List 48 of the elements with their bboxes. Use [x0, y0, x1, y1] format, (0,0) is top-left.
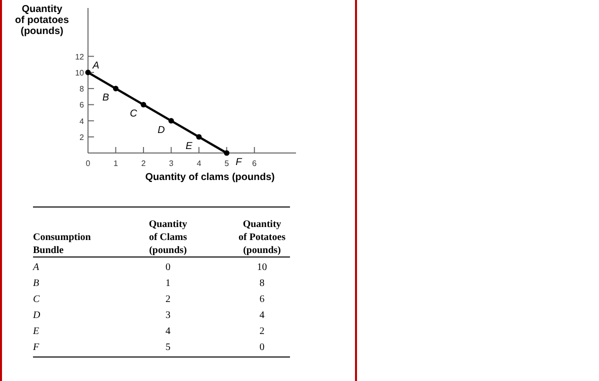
- data-label: 10: [257, 262, 267, 273]
- data-label: 0: [260, 342, 264, 353]
- point: [196, 134, 202, 140]
- data-label: 6: [260, 294, 264, 305]
- data-label: 2: [260, 326, 264, 337]
- annotation: D: [158, 124, 165, 136]
- data-label: 2: [166, 294, 170, 305]
- category-label: C: [33, 294, 40, 305]
- data-label: 5: [166, 342, 170, 353]
- data-label: 0: [166, 262, 170, 273]
- x-tick-label: 3: [168, 159, 174, 168]
- point: [85, 70, 91, 76]
- text: Quantity of Clams (pounds): [148, 219, 188, 256]
- x-tick-label: 1: [114, 159, 119, 168]
- y-tick-label: 2: [80, 132, 85, 142]
- y-tick-label: 10: [75, 68, 85, 78]
- annotation: A: [92, 60, 100, 72]
- annotation: F: [236, 157, 243, 168]
- point: [140, 102, 146, 108]
- category-label: D: [32, 310, 41, 321]
- data-label: 4: [166, 326, 170, 337]
- x-axis-title: Quantity of clams (pounds): [145, 172, 275, 183]
- category-label: E: [32, 326, 40, 337]
- category-label: A: [32, 262, 40, 273]
- annotation: C: [130, 108, 138, 120]
- point: [224, 150, 230, 156]
- y-tick-label: 4: [80, 116, 85, 126]
- x-tick-label: 2: [141, 159, 146, 168]
- x-tick-label: 4: [196, 159, 202, 168]
- text: Consumption Bundle: [33, 232, 92, 256]
- data-label: 1: [166, 278, 170, 289]
- x-tick-label: 5: [224, 159, 230, 168]
- data-label: 8: [260, 278, 264, 289]
- data-label: 3: [166, 310, 170, 321]
- category-label: B: [33, 278, 40, 289]
- category-label: F: [32, 342, 40, 353]
- x-tick-label: 6: [252, 159, 258, 168]
- point: [168, 118, 174, 124]
- y-tick-label: 6: [80, 100, 85, 110]
- y-tick-label: 12: [75, 52, 85, 62]
- text: Quantity of Potatoes (pounds): [238, 219, 286, 256]
- y-tick-label: 8: [80, 84, 85, 94]
- x-tick-label: 0: [86, 159, 91, 168]
- y-axis-title: Quantity of potatoes (pounds): [15, 4, 70, 37]
- data-label: 4: [260, 310, 264, 321]
- annotation: B: [102, 92, 110, 104]
- annotation: E: [186, 140, 193, 152]
- point: [112, 86, 118, 92]
